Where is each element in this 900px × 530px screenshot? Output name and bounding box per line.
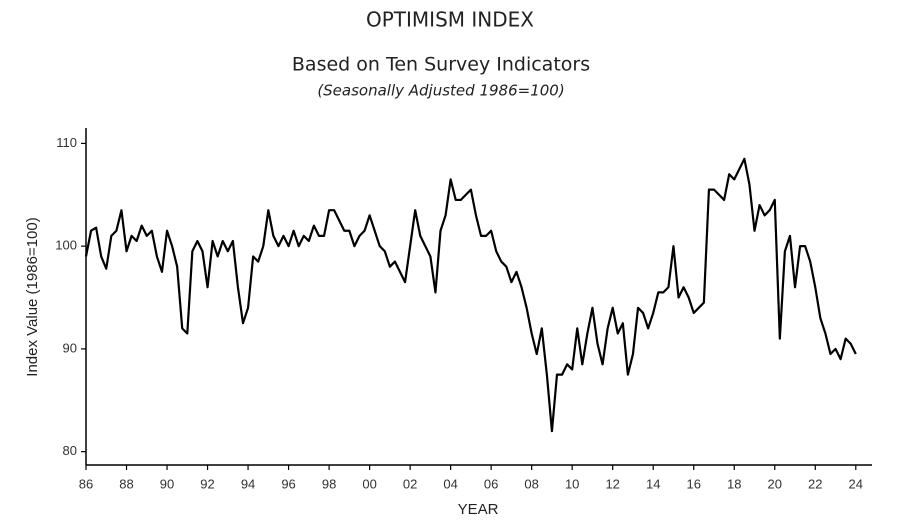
x-tick-label: 00 [362,476,376,491]
x-tick-label: 12 [605,476,619,491]
x-tick-label: 94 [241,476,255,491]
y-axis-label: Index Value (1986=100) [24,217,41,376]
x-tick-label: 90 [160,476,174,491]
x-tick-label: 08 [524,476,538,491]
x-tick-label: 92 [200,476,214,491]
x-tick-label: 16 [686,476,700,491]
x-tick-label: 24 [849,476,863,491]
series-line [84,157,857,433]
chart-title: OPTIMISM INDEX [366,8,534,32]
x-tick-label: 18 [727,476,741,491]
x-tick-label: 10 [565,476,579,491]
y-tick-label: 80 [63,443,77,458]
x-tick-label: 88 [119,476,133,491]
y-tick-label: 110 [56,135,77,150]
x-axis-label: YEAR [458,501,499,518]
x-tick-label: 14 [646,476,660,491]
x-tick-label: 98 [322,476,336,491]
chart-note: (Seasonally Adjusted 1986=100) [317,82,564,100]
x-tick-label: 22 [808,476,822,491]
y-tick-label: 100 [55,238,77,253]
x-tick-label: 06 [484,476,498,491]
x-tick-label: 04 [443,476,457,491]
chart-subtitle: Based on Ten Survey Indicators [292,54,590,76]
y-tick-label: 90 [63,340,77,355]
x-tick-label: 96 [281,476,295,491]
x-tick-label: 86 [79,476,93,491]
x-tick-label: 20 [768,476,782,491]
x-tick-label: 02 [403,476,417,491]
